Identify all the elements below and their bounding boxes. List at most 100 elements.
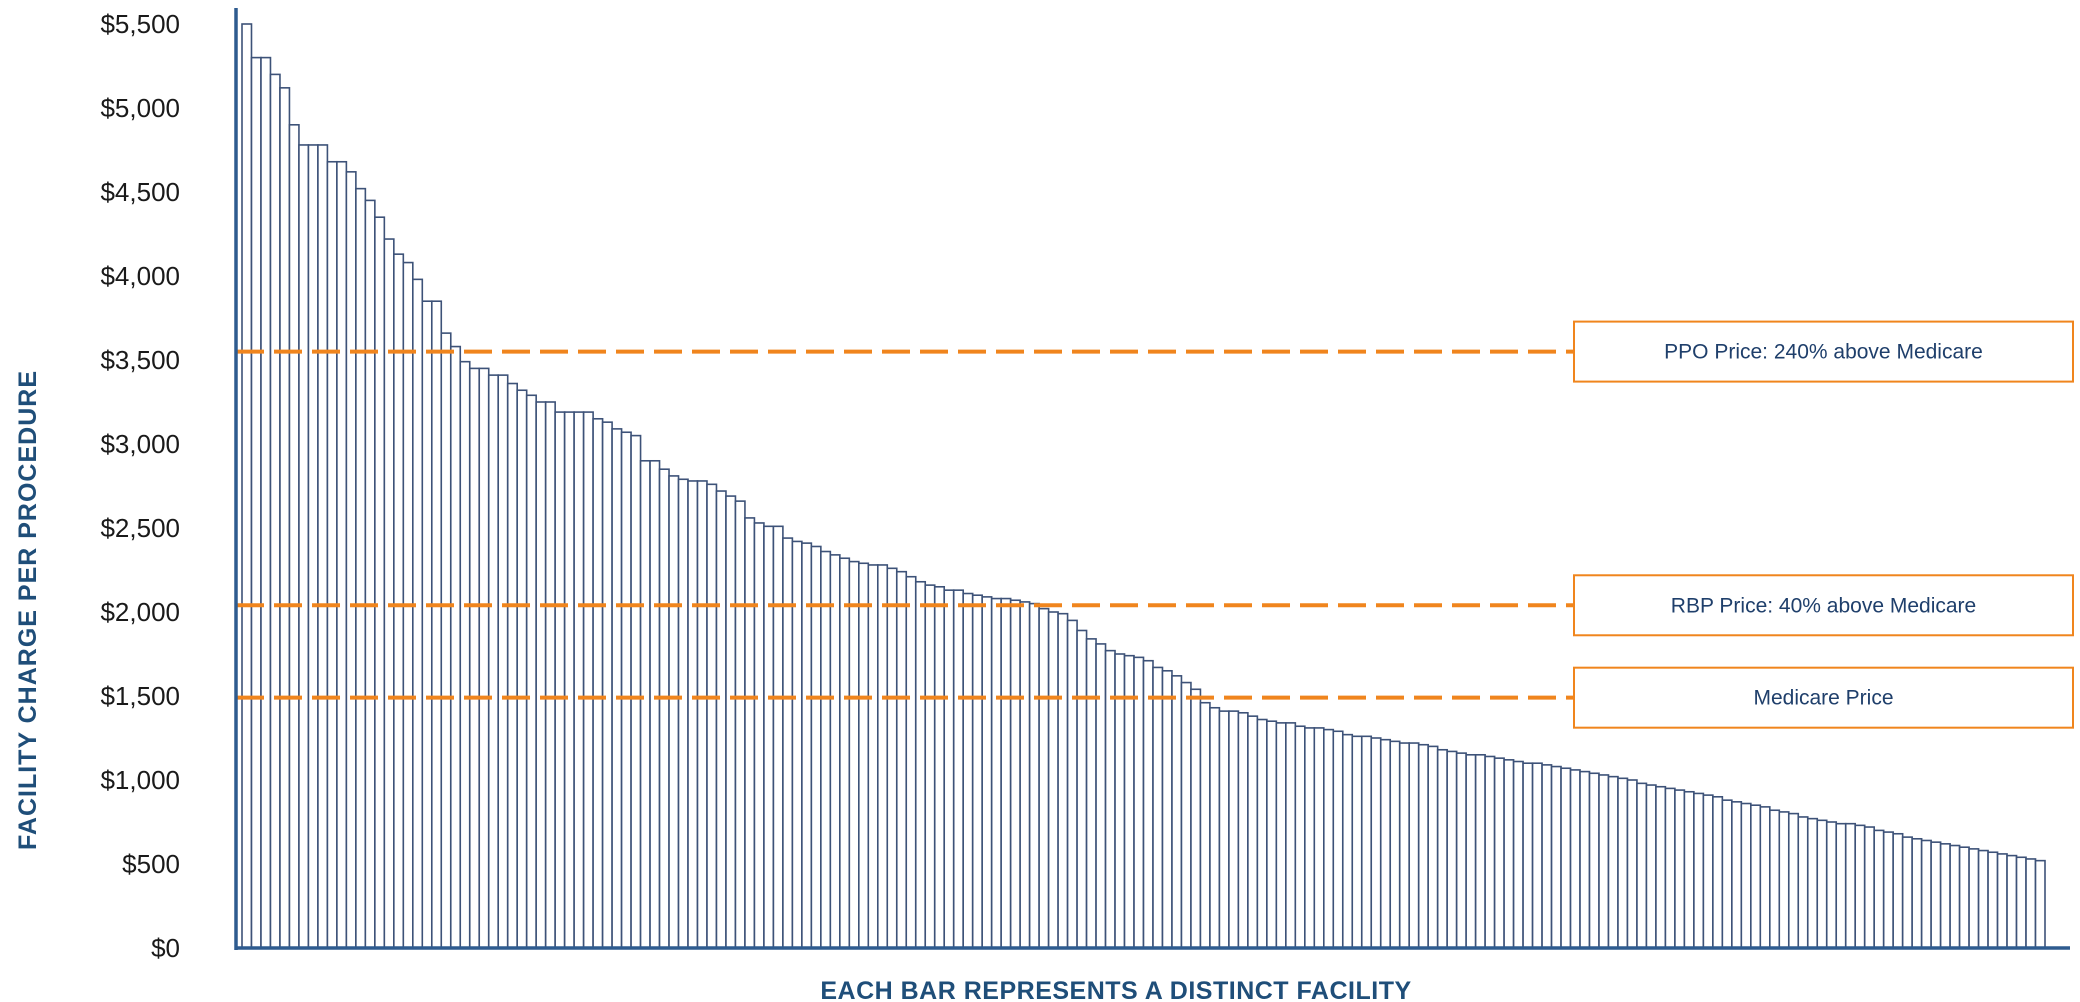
bar (611, 428, 623, 949)
bar (279, 87, 291, 949)
bar (421, 300, 433, 949)
bar (554, 411, 566, 949)
bar (1370, 737, 1382, 949)
bar (1436, 748, 1448, 949)
bar (1721, 799, 1733, 949)
y-tick-label: $1,500 (100, 681, 180, 711)
bar (687, 480, 699, 949)
bar (1512, 760, 1524, 949)
y-tick-label: $2,000 (100, 597, 180, 627)
y-tick-label: $4,500 (100, 177, 180, 207)
bar (497, 374, 509, 949)
y-tick-label: $5,500 (100, 9, 180, 39)
bar (1702, 794, 1714, 949)
bar (1588, 772, 1600, 949)
bar (269, 73, 281, 949)
bar (971, 594, 983, 949)
bar (2015, 856, 2027, 949)
x-axis-label: EACH BAR REPRESENTS A DISTINCT FACILITY (820, 977, 1411, 1002)
bar (1057, 612, 1069, 949)
bar (1731, 801, 1743, 949)
bar (1958, 846, 1970, 949)
bar (1655, 785, 1667, 949)
bar (1360, 735, 1373, 949)
bar (1787, 812, 1800, 949)
bar (1531, 762, 1543, 949)
bar (1285, 722, 1297, 949)
bar (990, 597, 1002, 949)
bar (1104, 649, 1116, 949)
bar (487, 374, 500, 949)
bar (1683, 790, 1695, 949)
bar (1541, 764, 1553, 949)
bar (1417, 743, 1429, 949)
bar (1892, 832, 1904, 949)
bar (1759, 806, 1771, 949)
bar (1493, 757, 1505, 949)
bar (1750, 804, 1762, 949)
bar (1294, 725, 1306, 949)
bar (250, 56, 262, 949)
bar (620, 431, 632, 949)
bar (1607, 775, 1619, 949)
bar (459, 360, 471, 949)
bar (1977, 849, 1989, 949)
bar (867, 564, 879, 949)
bar (1693, 792, 1705, 949)
bar (506, 382, 518, 949)
bar (449, 345, 462, 949)
y-tick-label: $4,000 (100, 261, 180, 291)
bar (1579, 770, 1591, 949)
bar (1000, 597, 1012, 949)
bar (1569, 769, 1581, 949)
bar (1465, 753, 1477, 949)
bar (1873, 829, 1885, 949)
bar (430, 300, 443, 949)
bar (1009, 599, 1021, 949)
bar (1930, 841, 1942, 949)
bar (1247, 715, 1259, 949)
bar (753, 522, 765, 949)
bar (2034, 859, 2046, 949)
bar (1152, 666, 1164, 949)
reference-callout-box (1573, 574, 2074, 637)
y-tick-label: $3,000 (100, 429, 180, 459)
bar (468, 367, 481, 949)
bar (525, 394, 537, 949)
bar (582, 411, 594, 949)
y-tick-label: $5,000 (100, 93, 180, 123)
bar (1351, 735, 1363, 949)
bar (1323, 728, 1335, 949)
bar (839, 557, 851, 949)
bar (715, 490, 727, 949)
bar (1133, 656, 1145, 949)
bar (1199, 701, 1211, 949)
bar (630, 434, 642, 949)
bar (1882, 831, 1894, 949)
bar (478, 367, 490, 949)
bar (1408, 742, 1420, 949)
bar (895, 570, 908, 949)
bar (1825, 821, 1838, 949)
y-axis-label: FACILITY CHARGE PER PROCEDURE (14, 370, 42, 850)
bar (1095, 643, 1107, 949)
y-tick-label: $0 (151, 933, 180, 963)
bar (1740, 802, 1752, 949)
bar (1778, 811, 1790, 949)
bars-group (241, 23, 2046, 949)
bar (298, 144, 310, 949)
bar (1617, 777, 1629, 949)
bar (734, 500, 746, 949)
bar (516, 389, 528, 949)
bar (848, 560, 860, 949)
y-tick-label: $3,500 (100, 345, 180, 375)
bar (1427, 745, 1439, 949)
y-tick-label: $1,000 (100, 765, 180, 795)
bar (592, 417, 604, 949)
bar (1455, 752, 1467, 949)
bar (1028, 602, 1040, 949)
bar (1626, 779, 1638, 949)
bar (2006, 854, 2018, 949)
bar (535, 401, 547, 949)
bar (933, 585, 946, 949)
